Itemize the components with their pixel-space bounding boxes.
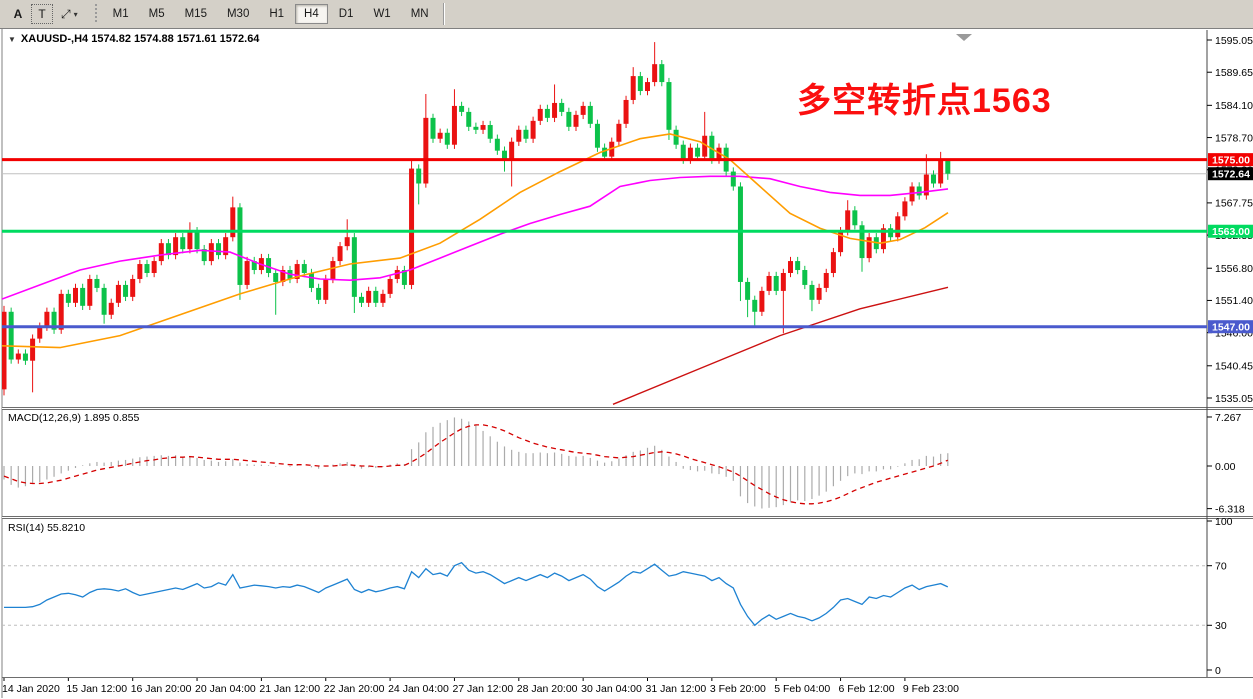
svg-text:1595.05: 1595.05 (1215, 35, 1253, 47)
price-badge-1575.00: 1575.00 (1208, 153, 1253, 166)
timeframe-h1-button[interactable]: H1 (269, 8, 285, 20)
timeframe-h4-button[interactable]: H4 (295, 4, 328, 24)
svg-text:30 Jan 04:00: 30 Jan 04:00 (581, 683, 642, 695)
svg-text:30: 30 (1215, 620, 1227, 632)
timeframe-mn-button[interactable]: MN (410, 8, 429, 20)
svg-text:21 Jan 12:00: 21 Jan 12:00 (259, 683, 320, 695)
svg-text:1572.64: 1572.64 (1212, 169, 1250, 181)
svg-text:22 Jan 20:00: 22 Jan 20:00 (324, 683, 385, 695)
svg-text:1584.10: 1584.10 (1215, 100, 1253, 112)
arrows-style-tool[interactable]: ⤢ ▾ (61, 6, 78, 21)
svg-text:1540.45: 1540.45 (1215, 361, 1253, 373)
svg-text:7.267: 7.267 (1215, 412, 1241, 424)
timeframe-w1-button[interactable]: W1 (373, 8, 391, 20)
svg-text:1547.00: 1547.00 (1212, 321, 1250, 333)
svg-text:1578.70: 1578.70 (1215, 132, 1253, 144)
chart-annotation: 多空转折点1563 (797, 82, 1052, 120)
chart-title: ▼ XAUUSD-,H4 1574.82 1574.88 1571.61 157… (8, 33, 259, 45)
svg-text:28 Jan 20:00: 28 Jan 20:00 (517, 683, 578, 695)
svg-text:14 Jan 2020: 14 Jan 2020 (2, 683, 60, 695)
toolbar: A T ⤢ ▾ M1 M5 M15 M30 H1 H4 D1 W1 MN (0, 0, 1253, 29)
main-price-panel (2, 42, 1207, 405)
timeframe-m1-button[interactable]: M1 (112, 8, 129, 20)
timeframe-m30-button[interactable]: M30 (226, 8, 250, 20)
svg-text:1556.80: 1556.80 (1215, 263, 1253, 275)
ma-mid-orange (2, 133, 949, 349)
collapse-chart-icon[interactable]: ▼ (8, 34, 16, 44)
svg-text:-6.318: -6.318 (1215, 503, 1245, 515)
svg-text:1567.75: 1567.75 (1215, 198, 1253, 210)
svg-text:0.00: 0.00 (1215, 461, 1236, 473)
toolbar-drag-handle[interactable] (92, 4, 99, 24)
macd-signal-line (3, 424, 949, 505)
dropdown-caret-icon: ▾ (73, 9, 78, 19)
timeframe-m15-button[interactable]: M15 (184, 8, 207, 20)
svg-text:0: 0 (1215, 665, 1221, 677)
timeframe-m5-button[interactable]: M5 (148, 8, 165, 20)
macd-panel (3, 417, 949, 509)
svg-text:1551.40: 1551.40 (1215, 295, 1253, 307)
price-badge-1572.64: 1572.64 (1208, 167, 1253, 181)
svg-text:24 Jan 04:00: 24 Jan 04:00 (388, 683, 449, 695)
price-axis: 1595.051589.651584.101578.701573.301567.… (1207, 35, 1253, 677)
svg-text:1575.00: 1575.00 (1212, 154, 1250, 166)
price-badge-1547.00: 1547.00 (1208, 320, 1253, 333)
svg-text:1589.65: 1589.65 (1215, 67, 1253, 79)
svg-text:5 Feb 04:00: 5 Feb 04:00 (774, 683, 830, 695)
rsi-indicator-label: RSI(14) 55.8210 (8, 522, 86, 534)
chart-shift-marker-icon (956, 34, 972, 41)
rsi-line (4, 561, 949, 627)
svg-text:15 Jan 12:00: 15 Jan 12:00 (66, 683, 127, 695)
ma-slow-red (612, 286, 949, 405)
price-badge-1563.00: 1563.00 (1208, 224, 1253, 238)
text-label-tool[interactable]: T (31, 4, 53, 24)
macd-indicator-label: MACD(12,26,9) 1.895 0.855 (8, 412, 140, 424)
svg-text:70: 70 (1215, 561, 1227, 573)
svg-text:16 Jan 20:00: 16 Jan 20:00 (131, 683, 192, 695)
timeframe-d1-button[interactable]: D1 (338, 8, 354, 20)
svg-text:100: 100 (1215, 516, 1233, 528)
svg-text:1535.05: 1535.05 (1215, 393, 1253, 405)
candles-layer (2, 42, 951, 396)
svg-text:9 Feb 23:00: 9 Feb 23:00 (903, 683, 959, 695)
rsi-panel (2, 561, 1207, 627)
time-axis: 14 Jan 2020 15 Jan 12:00 16 Jan 20:00 20 Ja… (2, 678, 959, 695)
svg-text:1563.00: 1563.00 (1212, 226, 1250, 238)
svg-text:6 Feb 12:00: 6 Feb 12:00 (839, 683, 895, 695)
svg-text:3 Feb 20:00: 3 Feb 20:00 (710, 683, 766, 695)
toolbar-separator (442, 3, 444, 25)
svg-text:20 Jan 04:00: 20 Jan 04:00 (195, 683, 256, 695)
symbol-ohlc-title: XAUUSD-,H4 1574.82 1574.88 1571.61 1572.… (20, 33, 260, 45)
svg-text:31 Jan 12:00: 31 Jan 12:00 (646, 683, 707, 695)
annotate-text-tool[interactable]: A (13, 7, 23, 21)
svg-text:27 Jan 12:00: 27 Jan 12:00 (452, 683, 513, 695)
ma-fast-magenta (2, 175, 949, 300)
